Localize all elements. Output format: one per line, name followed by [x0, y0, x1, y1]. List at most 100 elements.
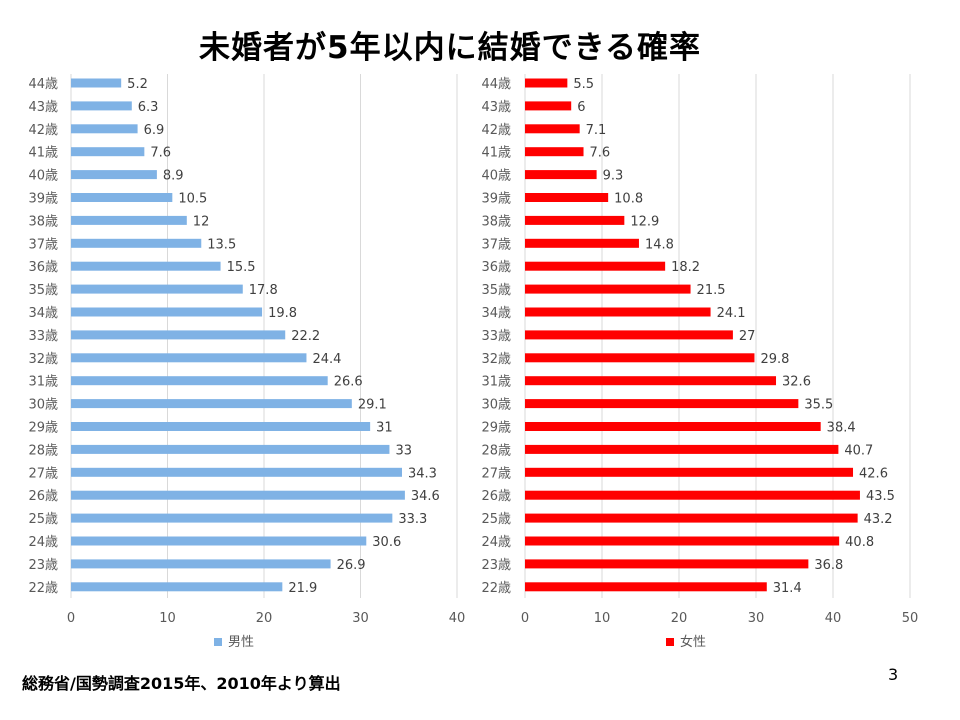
- x-tick-label: 10: [159, 611, 176, 626]
- data-label: 7.1: [586, 123, 607, 138]
- data-label: 22.2: [291, 329, 320, 344]
- bar: [71, 101, 132, 111]
- x-tick-label: 10: [594, 611, 611, 626]
- category-label: 24歳: [481, 535, 511, 550]
- bar: [525, 422, 821, 431]
- slide-title: 未婚者が5年以内に結婚できる確率: [199, 30, 701, 66]
- bar: [525, 284, 691, 294]
- x-tick-label: 50: [902, 611, 919, 626]
- bar: [525, 238, 639, 248]
- category-label: 22歳: [28, 581, 58, 596]
- category-label: 43歳: [28, 100, 58, 115]
- bar: [525, 261, 666, 271]
- data-label: 27: [739, 329, 756, 344]
- data-label: 29.8: [760, 352, 789, 367]
- bar: [525, 353, 755, 363]
- x-tick-label: 20: [671, 611, 688, 626]
- bar: [71, 215, 187, 225]
- category-label: 25歳: [28, 512, 58, 527]
- data-label: 5.2: [127, 77, 148, 92]
- page-number: 3: [888, 665, 899, 684]
- bar: [71, 353, 307, 363]
- x-tick-label: 20: [256, 611, 273, 626]
- data-label: 7.6: [590, 146, 611, 161]
- legend-label: 女性: [680, 634, 706, 650]
- category-label: 34歳: [481, 306, 511, 321]
- category-label: 42歳: [481, 123, 511, 138]
- data-label: 43.5: [866, 489, 895, 504]
- data-label: 38.4: [827, 421, 856, 436]
- bar: [71, 170, 157, 180]
- data-label: 15.5: [227, 260, 256, 275]
- bar: [71, 536, 367, 546]
- data-label: 24.4: [312, 352, 341, 367]
- bar: [525, 399, 799, 409]
- data-label: 10.8: [614, 192, 643, 207]
- bar: [525, 215, 625, 225]
- category-label: 44歳: [481, 77, 511, 92]
- category-label: 32歳: [28, 352, 58, 367]
- data-label: 40.8: [845, 535, 874, 550]
- category-label: 39歳: [28, 192, 58, 207]
- category-label: 29歳: [481, 421, 511, 436]
- category-label: 39歳: [481, 192, 511, 207]
- bar: [71, 444, 390, 454]
- category-label: 36歳: [28, 260, 58, 275]
- data-label: 33: [395, 443, 412, 458]
- category-label: 36歳: [481, 260, 511, 275]
- category-label: 27歳: [28, 466, 58, 481]
- category-label: 29歳: [28, 421, 58, 436]
- data-label: 36.8: [814, 558, 843, 573]
- category-label: 40歳: [28, 169, 58, 184]
- bar: [71, 513, 393, 523]
- category-label: 22歳: [481, 581, 511, 596]
- category-label: 30歳: [28, 398, 58, 413]
- bar: [525, 78, 568, 88]
- bar: [525, 124, 580, 134]
- data-label: 6.9: [144, 123, 165, 138]
- bar: [525, 307, 711, 317]
- data-label: 24.1: [717, 306, 746, 321]
- data-label: 35.5: [804, 398, 833, 413]
- x-tick-label: 0: [521, 611, 529, 626]
- category-label: 32歳: [481, 352, 511, 367]
- bar: [525, 513, 858, 523]
- bar: [71, 422, 371, 431]
- bar: [525, 101, 572, 111]
- data-label: 30.6: [372, 535, 401, 550]
- data-label: 17.8: [249, 283, 278, 298]
- category-label: 28歳: [481, 443, 511, 458]
- category-label: 23歳: [481, 558, 511, 573]
- bar: [71, 399, 352, 409]
- category-label: 40歳: [481, 169, 511, 184]
- category-label: 30歳: [481, 398, 511, 413]
- category-label: 37歳: [481, 237, 511, 252]
- category-label: 41歳: [481, 146, 511, 161]
- bar: [71, 261, 221, 271]
- data-label: 18.2: [671, 260, 700, 275]
- category-label: 26歳: [481, 489, 511, 504]
- category-label: 33歳: [481, 329, 511, 344]
- data-label: 34.6: [411, 489, 440, 504]
- category-label: 31歳: [481, 375, 511, 390]
- data-label: 9.3: [603, 169, 624, 184]
- data-label: 7.6: [150, 146, 171, 161]
- category-label: 35歳: [481, 283, 511, 298]
- data-label: 42.6: [859, 466, 888, 481]
- data-label: 33.3: [398, 512, 427, 527]
- data-label: 40.7: [844, 443, 873, 458]
- bar: [525, 170, 597, 180]
- category-label: 33歳: [28, 329, 58, 344]
- category-label: 24歳: [28, 535, 58, 550]
- bar: [71, 284, 243, 294]
- bar: [525, 582, 767, 592]
- category-label: 26歳: [28, 489, 58, 504]
- x-tick-label: 30: [352, 611, 369, 626]
- bar: [71, 490, 405, 500]
- data-label: 6: [577, 100, 585, 115]
- data-label: 31.4: [773, 581, 802, 596]
- category-label: 38歳: [481, 214, 511, 229]
- bar: [525, 536, 840, 546]
- category-label: 38歳: [28, 214, 58, 229]
- data-label: 26.6: [334, 375, 363, 390]
